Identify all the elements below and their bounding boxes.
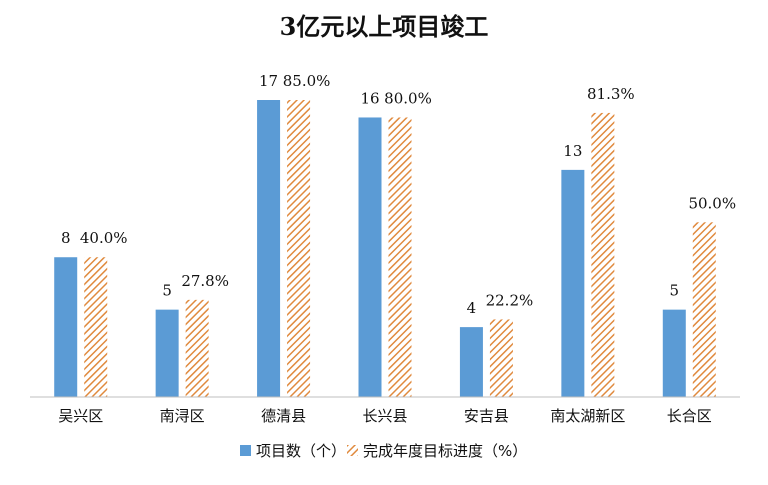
category-label: 南太湖新区	[550, 407, 625, 425]
data-label-progress: 80.0%	[384, 89, 432, 107]
bar-project-count	[459, 327, 483, 397]
category-label: 长兴县	[362, 407, 407, 425]
labels-layer: 8 40.0% 吴兴区 5 27.8% 南浔区 17 85.0% 德清县 16 80.0% 长兴县 4 2…	[58, 72, 736, 425]
data-label-project-count: 5	[162, 282, 172, 300]
legend-swatch-progress	[347, 445, 358, 456]
bar-project-count	[257, 100, 281, 397]
bar-progress	[692, 222, 716, 397]
data-label-project-count: 13	[563, 142, 582, 160]
data-label-progress: 22.2%	[486, 291, 534, 309]
chart-title: 3亿元以上项目竣工	[280, 12, 489, 41]
bar-progress	[489, 319, 513, 397]
bar-project-count	[662, 309, 686, 397]
category-label: 吴兴区	[58, 407, 103, 425]
legend-label-project-count: 项目数（个）	[256, 442, 346, 460]
legend-label-progress: 完成年度目标进度（%）	[363, 442, 527, 460]
bar-project-count	[54, 257, 78, 397]
data-label-progress: 50.0%	[688, 194, 736, 212]
bars-layer	[54, 100, 716, 398]
data-label-project-count: 5	[670, 282, 680, 300]
bar-project-count	[358, 117, 382, 398]
category-label: 德清县	[261, 407, 306, 425]
bar-progress	[185, 299, 209, 397]
data-label-progress: 85.0%	[283, 72, 331, 90]
bar-progress	[84, 257, 108, 397]
category-label: 长合区	[667, 407, 712, 425]
data-label-project-count: 17	[259, 72, 278, 90]
data-label-project-count: 8	[61, 229, 71, 247]
bar-project-count	[155, 309, 179, 397]
bar-progress	[591, 112, 615, 398]
data-label-progress: 40.0%	[80, 229, 128, 247]
data-label-project-count: 16	[360, 89, 379, 107]
data-label-progress: 27.8%	[181, 272, 229, 290]
data-label-project-count: 4	[467, 299, 477, 317]
bar-project-count	[561, 169, 585, 397]
category-label: 南浔区	[160, 407, 205, 425]
data-label-progress: 81.3%	[587, 85, 635, 103]
legend: 项目数（个） 完成年度目标进度（%）	[240, 442, 527, 460]
bar-progress	[388, 117, 412, 398]
bar-progress	[287, 100, 311, 397]
category-label: 安吉县	[464, 407, 509, 425]
legend-swatch-project-count	[240, 445, 251, 456]
